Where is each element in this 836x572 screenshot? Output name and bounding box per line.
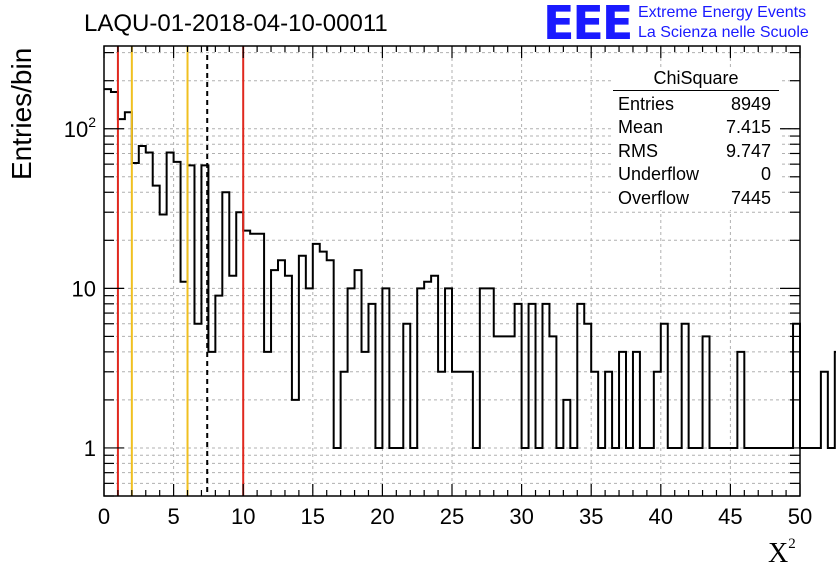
stats-row-overflow: Overflow 7445 xyxy=(611,187,779,210)
x-tick-label: 10 xyxy=(231,504,255,529)
stats-value: 9.747 xyxy=(725,140,771,161)
x-tick-label: 45 xyxy=(718,504,742,529)
logo-text-line1: Extreme Energy Events xyxy=(638,4,807,21)
stats-label: Mean xyxy=(618,117,664,138)
y-tick-label: 10 xyxy=(72,276,96,301)
stats-row-entries: Entries 8949 xyxy=(611,93,779,116)
stats-box: ChiSquare Entries 8949 Mean 7.415 RMS 9.… xyxy=(611,68,779,210)
stats-label: Entries xyxy=(618,94,675,114)
eee-logo: EEE Extreme Energy Events La Scienza nel… xyxy=(543,0,833,50)
stats-row-rms: RMS 9.747 xyxy=(611,140,779,163)
stats-label: Underflow xyxy=(618,164,700,185)
stats-label: Overflow xyxy=(618,187,690,208)
stats-label: RMS xyxy=(618,140,658,161)
histogram-outline xyxy=(104,88,836,449)
x-tick-label: 25 xyxy=(440,504,464,529)
x-tick-label: 40 xyxy=(649,504,673,529)
x-tick-label: 30 xyxy=(509,504,533,529)
stats-box-title: ChiSquare xyxy=(613,68,779,91)
stats-value: 8949 xyxy=(730,94,771,114)
y-tick-label: 1 xyxy=(84,436,96,461)
x-tick-label: 0 xyxy=(98,504,110,529)
plot-title: LAQU-01-2018-04-10-00011 xyxy=(84,10,388,37)
x-tick-label: 15 xyxy=(301,504,325,529)
stats-row-mean: Mean 7.415 xyxy=(611,116,779,139)
x-axis-label: X2 xyxy=(768,536,796,569)
logo-text-line2: La Scienza nelle Scuole xyxy=(638,24,809,41)
eee-logo-mark: EEE xyxy=(543,0,633,50)
stats-value: 7445 xyxy=(730,187,771,208)
x-tick-label: 5 xyxy=(167,504,179,529)
x-tick-label: 50 xyxy=(788,504,812,529)
x-tick-label: 35 xyxy=(579,504,603,529)
stats-value: 0 xyxy=(760,164,771,185)
stats-row-underflow: Underflow 0 xyxy=(611,163,779,186)
x-tick-label: 20 xyxy=(370,504,394,529)
y-axis-label: Entries/bin xyxy=(6,47,37,180)
y-tick-label: 102 xyxy=(64,114,96,142)
stats-value: 7.415 xyxy=(725,117,771,138)
